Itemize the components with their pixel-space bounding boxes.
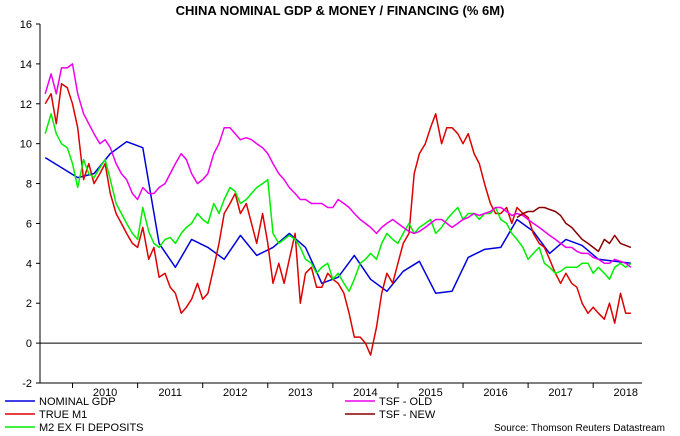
series-line-1 (44, 83, 631, 356)
chart-source: Source: Thomson Reuters Datastream (494, 423, 665, 434)
y-tick-label: 8 (26, 179, 32, 191)
axes: -2 0 2 4 6 8 10 12 14 16 2010 2011 2012 2013 2014 2015 2… (20, 19, 642, 399)
x-tick-label: 2015 (418, 387, 442, 399)
y-tick-label: 10 (20, 139, 32, 151)
y-tick-label: 0 (26, 338, 32, 350)
x-tick-label: 2012 (223, 387, 247, 399)
x-tick-label: 2014 (353, 387, 377, 399)
legend-label: M2 EX FI DEPOSITS (39, 422, 144, 434)
chart-title: CHINA NOMINAL GDP & MONEY / FINANCING (%… (176, 3, 505, 18)
y-tick-label: 2 (26, 298, 32, 310)
series-line-3 (44, 63, 632, 268)
y-tick-label: 6 (26, 218, 32, 230)
y-tick-label: 16 (20, 19, 32, 31)
y-tick-label: 12 (20, 99, 32, 111)
legend-label: NOMINAL GDP (39, 396, 116, 408)
series-line-0 (44, 140, 631, 295)
y-tick-label: -2 (22, 378, 32, 390)
y-tick-label: 14 (20, 59, 32, 71)
x-tick-label: 2018 (613, 387, 637, 399)
series-line-4 (516, 206, 632, 253)
x-tick-label: 2011 (158, 387, 182, 399)
legend-label: TSF - OLD (379, 396, 432, 408)
x-tick-label: 2013 (288, 387, 312, 399)
series-line-2 (44, 113, 632, 293)
y-tick-label: 4 (26, 258, 32, 270)
x-tick-label: 2017 (548, 387, 572, 399)
legend-label: TSF - NEW (379, 409, 436, 421)
x-tick-label: 2010 (93, 387, 117, 399)
series-layer (44, 63, 632, 356)
legend-label: TRUE M1 (39, 409, 87, 421)
x-tick-label: 2016 (483, 387, 507, 399)
